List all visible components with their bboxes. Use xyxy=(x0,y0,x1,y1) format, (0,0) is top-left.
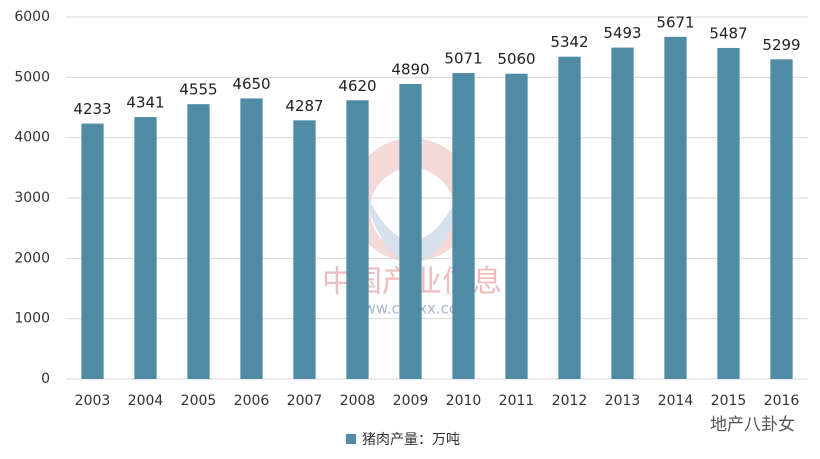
bar xyxy=(81,123,104,379)
x-tick-label: 2009 xyxy=(393,393,429,409)
value-label: 4890 xyxy=(391,60,429,78)
value-label: 4341 xyxy=(126,94,164,112)
bar xyxy=(558,56,581,379)
bar xyxy=(717,47,740,380)
y-tick-label: 5000 xyxy=(14,69,50,85)
legend-label: 猪肉产量：万吨 xyxy=(362,432,460,448)
y-tick-label: 1000 xyxy=(14,311,50,327)
value-label: 5342 xyxy=(550,33,588,51)
x-tick-label: 2008 xyxy=(340,393,376,409)
x-tick-label: 2014 xyxy=(658,393,694,409)
value-label: 4650 xyxy=(232,75,270,93)
x-tick-label: 2013 xyxy=(605,393,641,409)
x-tick-label: 2012 xyxy=(552,393,588,409)
y-tick-label: 3000 xyxy=(14,190,50,206)
x-tick-label: 2015 xyxy=(711,393,747,409)
bar xyxy=(664,36,687,379)
bar xyxy=(187,104,210,379)
value-label: 5671 xyxy=(656,13,694,31)
x-tick-label: 2004 xyxy=(128,393,164,409)
value-label: 5487 xyxy=(709,24,747,42)
bar xyxy=(240,98,263,379)
bar xyxy=(399,83,422,379)
badge: 地产八卦女 xyxy=(710,415,795,435)
value-label: 5493 xyxy=(603,24,641,42)
value-label: 4233 xyxy=(73,100,111,118)
bar xyxy=(770,59,793,379)
y-tick-label: 4000 xyxy=(14,130,50,146)
value-label: 4620 xyxy=(338,77,376,95)
x-tick-label: 2011 xyxy=(499,393,535,409)
x-tick-label: 2016 xyxy=(764,393,800,409)
value-label: 4555 xyxy=(179,81,217,99)
bar xyxy=(134,117,157,379)
legend-swatch xyxy=(346,434,356,444)
y-tick-label: 2000 xyxy=(14,250,50,266)
x-tick-label: 2007 xyxy=(287,393,323,409)
bar xyxy=(611,47,634,380)
x-tick-label: 2003 xyxy=(75,393,111,409)
y-tick-label: 0 xyxy=(41,371,50,387)
bar xyxy=(452,73,475,379)
x-tick-label: 2005 xyxy=(181,393,217,409)
value-label: 5071 xyxy=(444,50,482,68)
y-tick-label: 6000 xyxy=(14,9,50,25)
bar xyxy=(293,120,316,379)
x-tick-label: 2006 xyxy=(234,393,270,409)
value-label: 5060 xyxy=(497,50,535,68)
value-label: 4287 xyxy=(285,97,323,115)
bar xyxy=(505,73,528,380)
bar xyxy=(346,100,369,379)
value-label: 5299 xyxy=(762,36,800,54)
x-tick-label: 2010 xyxy=(446,393,482,409)
